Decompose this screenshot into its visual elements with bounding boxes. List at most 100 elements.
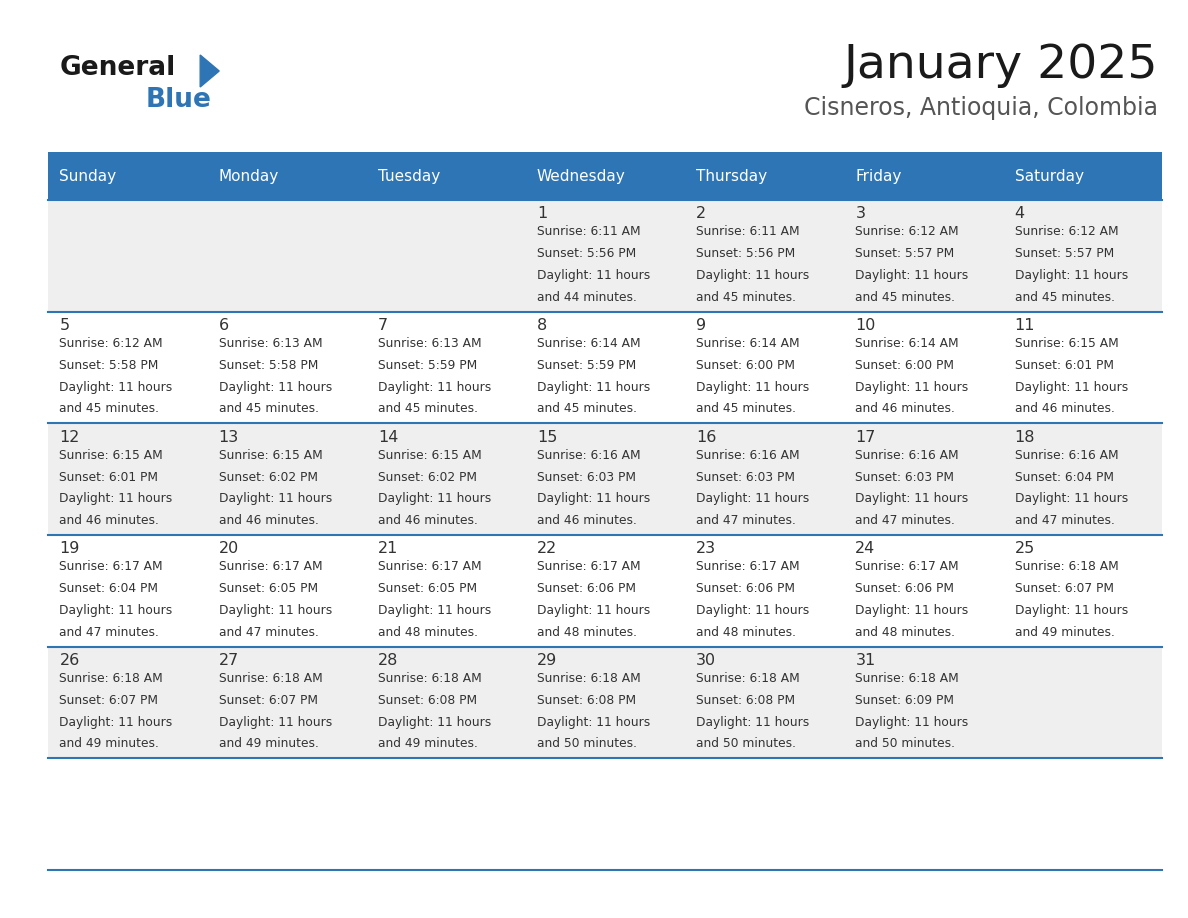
Text: Sunrise: 6:12 AM: Sunrise: 6:12 AM (59, 337, 163, 350)
Text: Sunrise: 6:16 AM: Sunrise: 6:16 AM (1015, 449, 1118, 462)
Bar (207, 152, 366, 200)
Text: and 45 minutes.: and 45 minutes. (855, 291, 955, 304)
Text: Sunset: 6:00 PM: Sunset: 6:00 PM (696, 359, 795, 372)
Bar (48, 535, 1162, 646)
Text: and 47 minutes.: and 47 minutes. (855, 514, 955, 527)
Text: Daylight: 11 hours: Daylight: 11 hours (696, 492, 809, 505)
Text: Daylight: 11 hours: Daylight: 11 hours (59, 716, 172, 729)
Text: and 50 minutes.: and 50 minutes. (537, 737, 637, 750)
Text: and 45 minutes.: and 45 minutes. (59, 402, 159, 416)
Text: 31: 31 (855, 653, 876, 668)
Text: Sunrise: 6:12 AM: Sunrise: 6:12 AM (855, 226, 959, 239)
Text: and 46 minutes.: and 46 minutes. (59, 514, 159, 527)
Text: Daylight: 11 hours: Daylight: 11 hours (219, 492, 331, 505)
Text: Sunset: 5:56 PM: Sunset: 5:56 PM (696, 247, 796, 260)
Text: 5: 5 (59, 319, 70, 333)
Text: Daylight: 11 hours: Daylight: 11 hours (696, 381, 809, 394)
Text: Daylight: 11 hours: Daylight: 11 hours (855, 492, 968, 505)
Text: Sunset: 6:03 PM: Sunset: 6:03 PM (696, 471, 795, 484)
Text: 18: 18 (1015, 430, 1035, 444)
Text: Sunrise: 6:15 AM: Sunrise: 6:15 AM (378, 449, 481, 462)
Text: and 45 minutes.: and 45 minutes. (378, 402, 478, 416)
Text: and 46 minutes.: and 46 minutes. (378, 514, 478, 527)
Text: Sunset: 6:04 PM: Sunset: 6:04 PM (1015, 471, 1113, 484)
Text: 21: 21 (378, 542, 398, 556)
Text: Sunset: 6:03 PM: Sunset: 6:03 PM (537, 471, 636, 484)
Text: Sunrise: 6:16 AM: Sunrise: 6:16 AM (696, 449, 800, 462)
Text: and 48 minutes.: and 48 minutes. (855, 626, 955, 639)
Text: Cisneros, Antioquia, Colombia: Cisneros, Antioquia, Colombia (804, 96, 1158, 120)
Text: Sunrise: 6:17 AM: Sunrise: 6:17 AM (219, 560, 322, 574)
Text: 1: 1 (537, 207, 548, 221)
Text: and 45 minutes.: and 45 minutes. (1015, 291, 1114, 304)
Text: Sunset: 6:02 PM: Sunset: 6:02 PM (219, 471, 317, 484)
Text: 20: 20 (219, 542, 239, 556)
Text: and 49 minutes.: and 49 minutes. (1015, 626, 1114, 639)
Text: Daylight: 11 hours: Daylight: 11 hours (1015, 604, 1127, 617)
Text: Sunset: 5:59 PM: Sunset: 5:59 PM (537, 359, 637, 372)
Text: Daylight: 11 hours: Daylight: 11 hours (378, 492, 491, 505)
Text: Sunset: 5:58 PM: Sunset: 5:58 PM (219, 359, 318, 372)
Text: Sunset: 6:02 PM: Sunset: 6:02 PM (378, 471, 476, 484)
Text: and 49 minutes.: and 49 minutes. (219, 737, 318, 750)
Bar (366, 152, 525, 200)
Text: Thursday: Thursday (696, 169, 767, 184)
Text: Daylight: 11 hours: Daylight: 11 hours (696, 716, 809, 729)
Text: Daylight: 11 hours: Daylight: 11 hours (59, 604, 172, 617)
Bar (48, 646, 1162, 758)
Text: Sunrise: 6:16 AM: Sunrise: 6:16 AM (537, 449, 640, 462)
Bar (48, 152, 207, 200)
Text: Daylight: 11 hours: Daylight: 11 hours (537, 716, 650, 729)
Text: 27: 27 (219, 653, 239, 668)
Text: Sunset: 6:03 PM: Sunset: 6:03 PM (855, 471, 954, 484)
Text: and 45 minutes.: and 45 minutes. (696, 402, 796, 416)
Text: Daylight: 11 hours: Daylight: 11 hours (696, 269, 809, 282)
Text: Sunset: 6:04 PM: Sunset: 6:04 PM (59, 582, 158, 595)
Text: 11: 11 (1015, 319, 1035, 333)
Text: and 45 minutes.: and 45 minutes. (219, 402, 318, 416)
Text: and 49 minutes.: and 49 minutes. (378, 737, 478, 750)
Text: Sunrise: 6:18 AM: Sunrise: 6:18 AM (219, 672, 322, 685)
Text: and 44 minutes.: and 44 minutes. (537, 291, 637, 304)
Text: Sunrise: 6:17 AM: Sunrise: 6:17 AM (696, 560, 800, 574)
Text: Sunrise: 6:14 AM: Sunrise: 6:14 AM (855, 337, 959, 350)
Text: 13: 13 (219, 430, 239, 444)
Text: Sunrise: 6:14 AM: Sunrise: 6:14 AM (696, 337, 800, 350)
Text: Sunset: 6:01 PM: Sunset: 6:01 PM (1015, 359, 1113, 372)
Text: Sunrise: 6:17 AM: Sunrise: 6:17 AM (855, 560, 959, 574)
Text: Sunset: 6:07 PM: Sunset: 6:07 PM (59, 694, 158, 707)
Text: Sunrise: 6:17 AM: Sunrise: 6:17 AM (378, 560, 481, 574)
Text: 8: 8 (537, 319, 548, 333)
Text: Daylight: 11 hours: Daylight: 11 hours (855, 381, 968, 394)
Text: Sunrise: 6:15 AM: Sunrise: 6:15 AM (59, 449, 163, 462)
Text: Sunrise: 6:18 AM: Sunrise: 6:18 AM (59, 672, 163, 685)
Text: Saturday: Saturday (1015, 169, 1083, 184)
Text: 2: 2 (696, 207, 707, 221)
Text: Daylight: 11 hours: Daylight: 11 hours (378, 381, 491, 394)
Text: Daylight: 11 hours: Daylight: 11 hours (378, 604, 491, 617)
Bar (843, 152, 1003, 200)
Polygon shape (201, 55, 220, 87)
Text: 9: 9 (696, 319, 707, 333)
Text: 10: 10 (855, 319, 876, 333)
Text: Daylight: 11 hours: Daylight: 11 hours (378, 716, 491, 729)
Text: Sunrise: 6:13 AM: Sunrise: 6:13 AM (219, 337, 322, 350)
Bar (1003, 152, 1162, 200)
Text: Sunset: 6:06 PM: Sunset: 6:06 PM (855, 582, 954, 595)
Text: Sunset: 6:06 PM: Sunset: 6:06 PM (696, 582, 795, 595)
Text: Sunrise: 6:18 AM: Sunrise: 6:18 AM (537, 672, 640, 685)
Text: Sunrise: 6:15 AM: Sunrise: 6:15 AM (1015, 337, 1118, 350)
Text: 16: 16 (696, 430, 716, 444)
Text: and 49 minutes.: and 49 minutes. (59, 737, 159, 750)
Text: Sunset: 6:05 PM: Sunset: 6:05 PM (378, 582, 476, 595)
Text: Daylight: 11 hours: Daylight: 11 hours (219, 381, 331, 394)
Text: Sunset: 6:01 PM: Sunset: 6:01 PM (59, 471, 158, 484)
Text: Sunrise: 6:13 AM: Sunrise: 6:13 AM (378, 337, 481, 350)
Text: Sunset: 5:59 PM: Sunset: 5:59 PM (378, 359, 478, 372)
Text: General: General (61, 55, 176, 81)
Text: Daylight: 11 hours: Daylight: 11 hours (855, 269, 968, 282)
Text: Daylight: 11 hours: Daylight: 11 hours (537, 269, 650, 282)
Text: Sunrise: 6:18 AM: Sunrise: 6:18 AM (696, 672, 800, 685)
Text: Sunrise: 6:14 AM: Sunrise: 6:14 AM (537, 337, 640, 350)
Text: Daylight: 11 hours: Daylight: 11 hours (219, 604, 331, 617)
